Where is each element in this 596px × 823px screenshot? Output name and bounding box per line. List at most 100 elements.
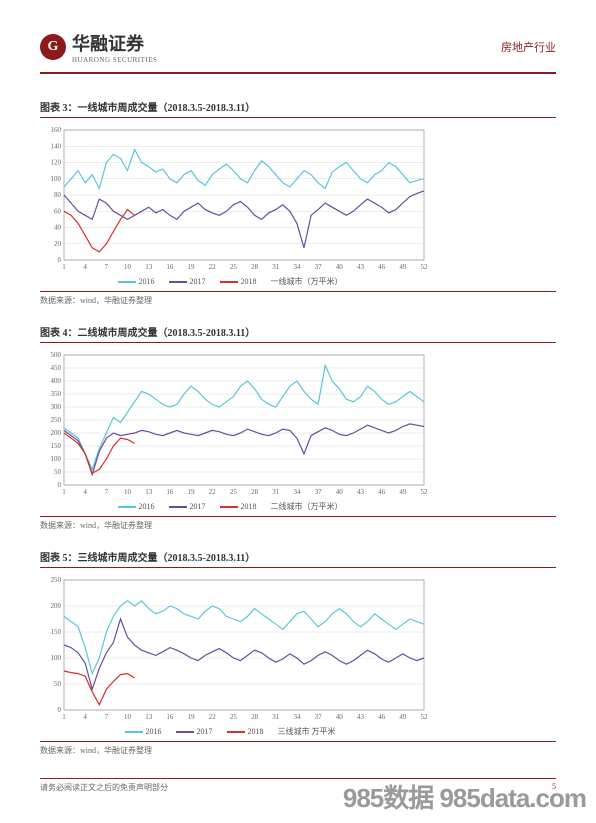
- svg-text:250: 250: [51, 416, 62, 424]
- svg-text:150: 150: [51, 628, 62, 636]
- legend-swatch: [169, 281, 187, 283]
- svg-text:60: 60: [54, 207, 62, 215]
- svg-text:13: 13: [145, 263, 153, 271]
- line-chart: 0501001502002503003504004505001471013161…: [40, 349, 428, 499]
- svg-text:19: 19: [188, 488, 196, 496]
- chart-source: 数据来源：wind，华融证券整理: [40, 516, 556, 531]
- legend-extra-label: 一线城市（万平米）: [271, 276, 343, 287]
- svg-text:43: 43: [357, 263, 365, 271]
- svg-text:22: 22: [209, 263, 217, 271]
- svg-text:37: 37: [315, 488, 323, 496]
- chart-legend: 2016 2017 2018 一线城市（万平米）: [40, 276, 420, 287]
- svg-text:0: 0: [58, 256, 62, 264]
- svg-text:46: 46: [378, 488, 386, 496]
- chart-block: 图表 4：二线城市周成交量（2018.3.5-2018.3.11）0501001…: [40, 324, 556, 531]
- chart-legend: 201620172018二线城市（万平米）: [40, 501, 420, 512]
- svg-text:19: 19: [188, 713, 196, 721]
- svg-text:10: 10: [124, 488, 132, 496]
- svg-text:100: 100: [51, 175, 62, 183]
- svg-text:16: 16: [166, 713, 174, 721]
- svg-text:40: 40: [54, 224, 62, 232]
- svg-text:450: 450: [51, 364, 62, 372]
- svg-text:28: 28: [251, 713, 259, 721]
- svg-text:40: 40: [336, 488, 344, 496]
- svg-text:7: 7: [105, 263, 109, 271]
- svg-text:50: 50: [54, 680, 62, 688]
- svg-text:13: 13: [145, 488, 153, 496]
- svg-text:1: 1: [62, 263, 66, 271]
- chart-area: 0501001502002501471013161922252831343740…: [40, 574, 420, 737]
- svg-text:500: 500: [51, 351, 62, 359]
- svg-text:400: 400: [51, 377, 62, 385]
- svg-text:0: 0: [58, 706, 62, 714]
- svg-text:31: 31: [272, 488, 280, 496]
- legend-label: 2016: [146, 727, 162, 736]
- svg-text:100: 100: [51, 654, 62, 662]
- chart-title: 图表 3：一线城市周成交量（2018.3.5-2018.3.11）: [40, 99, 556, 118]
- legend-swatch: [227, 731, 245, 733]
- svg-text:350: 350: [51, 390, 62, 398]
- svg-text:200: 200: [51, 602, 62, 610]
- svg-text:7: 7: [105, 713, 109, 721]
- svg-text:100: 100: [51, 455, 62, 463]
- legend-label: 2016: [139, 277, 155, 286]
- chart-series-line: [64, 619, 424, 689]
- svg-text:80: 80: [54, 191, 62, 199]
- legend-label: 2018: [248, 727, 264, 736]
- svg-text:28: 28: [251, 488, 259, 496]
- chart-legend: 201620172018三线城市 万平米: [40, 726, 420, 737]
- svg-text:7: 7: [105, 488, 109, 496]
- svg-text:31: 31: [272, 713, 280, 721]
- svg-text:28: 28: [251, 263, 259, 271]
- legend-label: 2016: [139, 502, 155, 511]
- svg-text:31: 31: [272, 263, 280, 271]
- logo-icon: G: [40, 34, 66, 60]
- legend-label: 2018: [241, 277, 257, 286]
- chart-source: 数据来源：wind，华融证券整理: [40, 741, 556, 756]
- svg-text:4: 4: [83, 488, 87, 496]
- svg-text:0: 0: [58, 481, 62, 489]
- chart-block: 图表 3：一线城市周成交量（2018.3.5-2018.3.11） 0 20 40 60…: [40, 99, 556, 306]
- header-divider: [40, 72, 556, 74]
- legend-label: 2017: [197, 727, 213, 736]
- svg-text:1: 1: [62, 488, 66, 496]
- legend-swatch: [125, 731, 143, 733]
- svg-text:40: 40: [336, 713, 344, 721]
- legend-label: 2017: [190, 277, 206, 286]
- svg-text:43: 43: [357, 713, 365, 721]
- svg-text:200: 200: [51, 429, 62, 437]
- legend-swatch: [220, 506, 238, 508]
- svg-text:150: 150: [51, 442, 62, 450]
- logo-text-group: 华融证券 HUARONG SECURITIES: [72, 30, 157, 64]
- svg-text:22: 22: [209, 713, 217, 721]
- svg-text:52: 52: [421, 263, 429, 271]
- svg-text:49: 49: [399, 713, 407, 721]
- svg-text:22: 22: [209, 488, 217, 496]
- chart-title: 图表 5：三线城市周成交量（2018.3.5-2018.3.11）: [40, 549, 556, 568]
- svg-text:16: 16: [166, 488, 174, 496]
- company-name-en: HUARONG SECURITIES: [72, 56, 157, 64]
- chart-area: 0204060801001201401601471013161922252831…: [40, 124, 420, 287]
- industry-label: 房地产行业: [501, 39, 556, 55]
- svg-text:140: 140: [51, 142, 62, 150]
- chart-block: 图表 5：三线城市周成交量（2018.3.5-2018.3.11） 0 50 100 1…: [40, 549, 556, 756]
- svg-text:46: 46: [378, 713, 386, 721]
- svg-text:40: 40: [336, 263, 344, 271]
- svg-text:13: 13: [145, 713, 153, 721]
- svg-text:49: 49: [399, 263, 407, 271]
- legend-item: 2016: [118, 276, 155, 287]
- svg-text:250: 250: [51, 576, 62, 584]
- svg-text:1: 1: [62, 713, 66, 721]
- chart-series-line: [64, 671, 135, 705]
- company-name-cn: 华融证券: [72, 30, 157, 56]
- svg-text:16: 16: [166, 263, 174, 271]
- svg-text:10: 10: [124, 713, 132, 721]
- chart-series-line: [64, 191, 424, 248]
- page-header: G 华融证券 HUARONG SECURITIES 房地产行业: [40, 30, 556, 64]
- svg-text:4: 4: [83, 713, 87, 721]
- chart-series-line: [64, 424, 424, 475]
- legend-item: 2018: [227, 726, 264, 737]
- svg-text:34: 34: [293, 488, 301, 496]
- line-chart: 0501001502002501471013161922252831343740…: [40, 574, 428, 724]
- svg-text:20: 20: [54, 240, 62, 248]
